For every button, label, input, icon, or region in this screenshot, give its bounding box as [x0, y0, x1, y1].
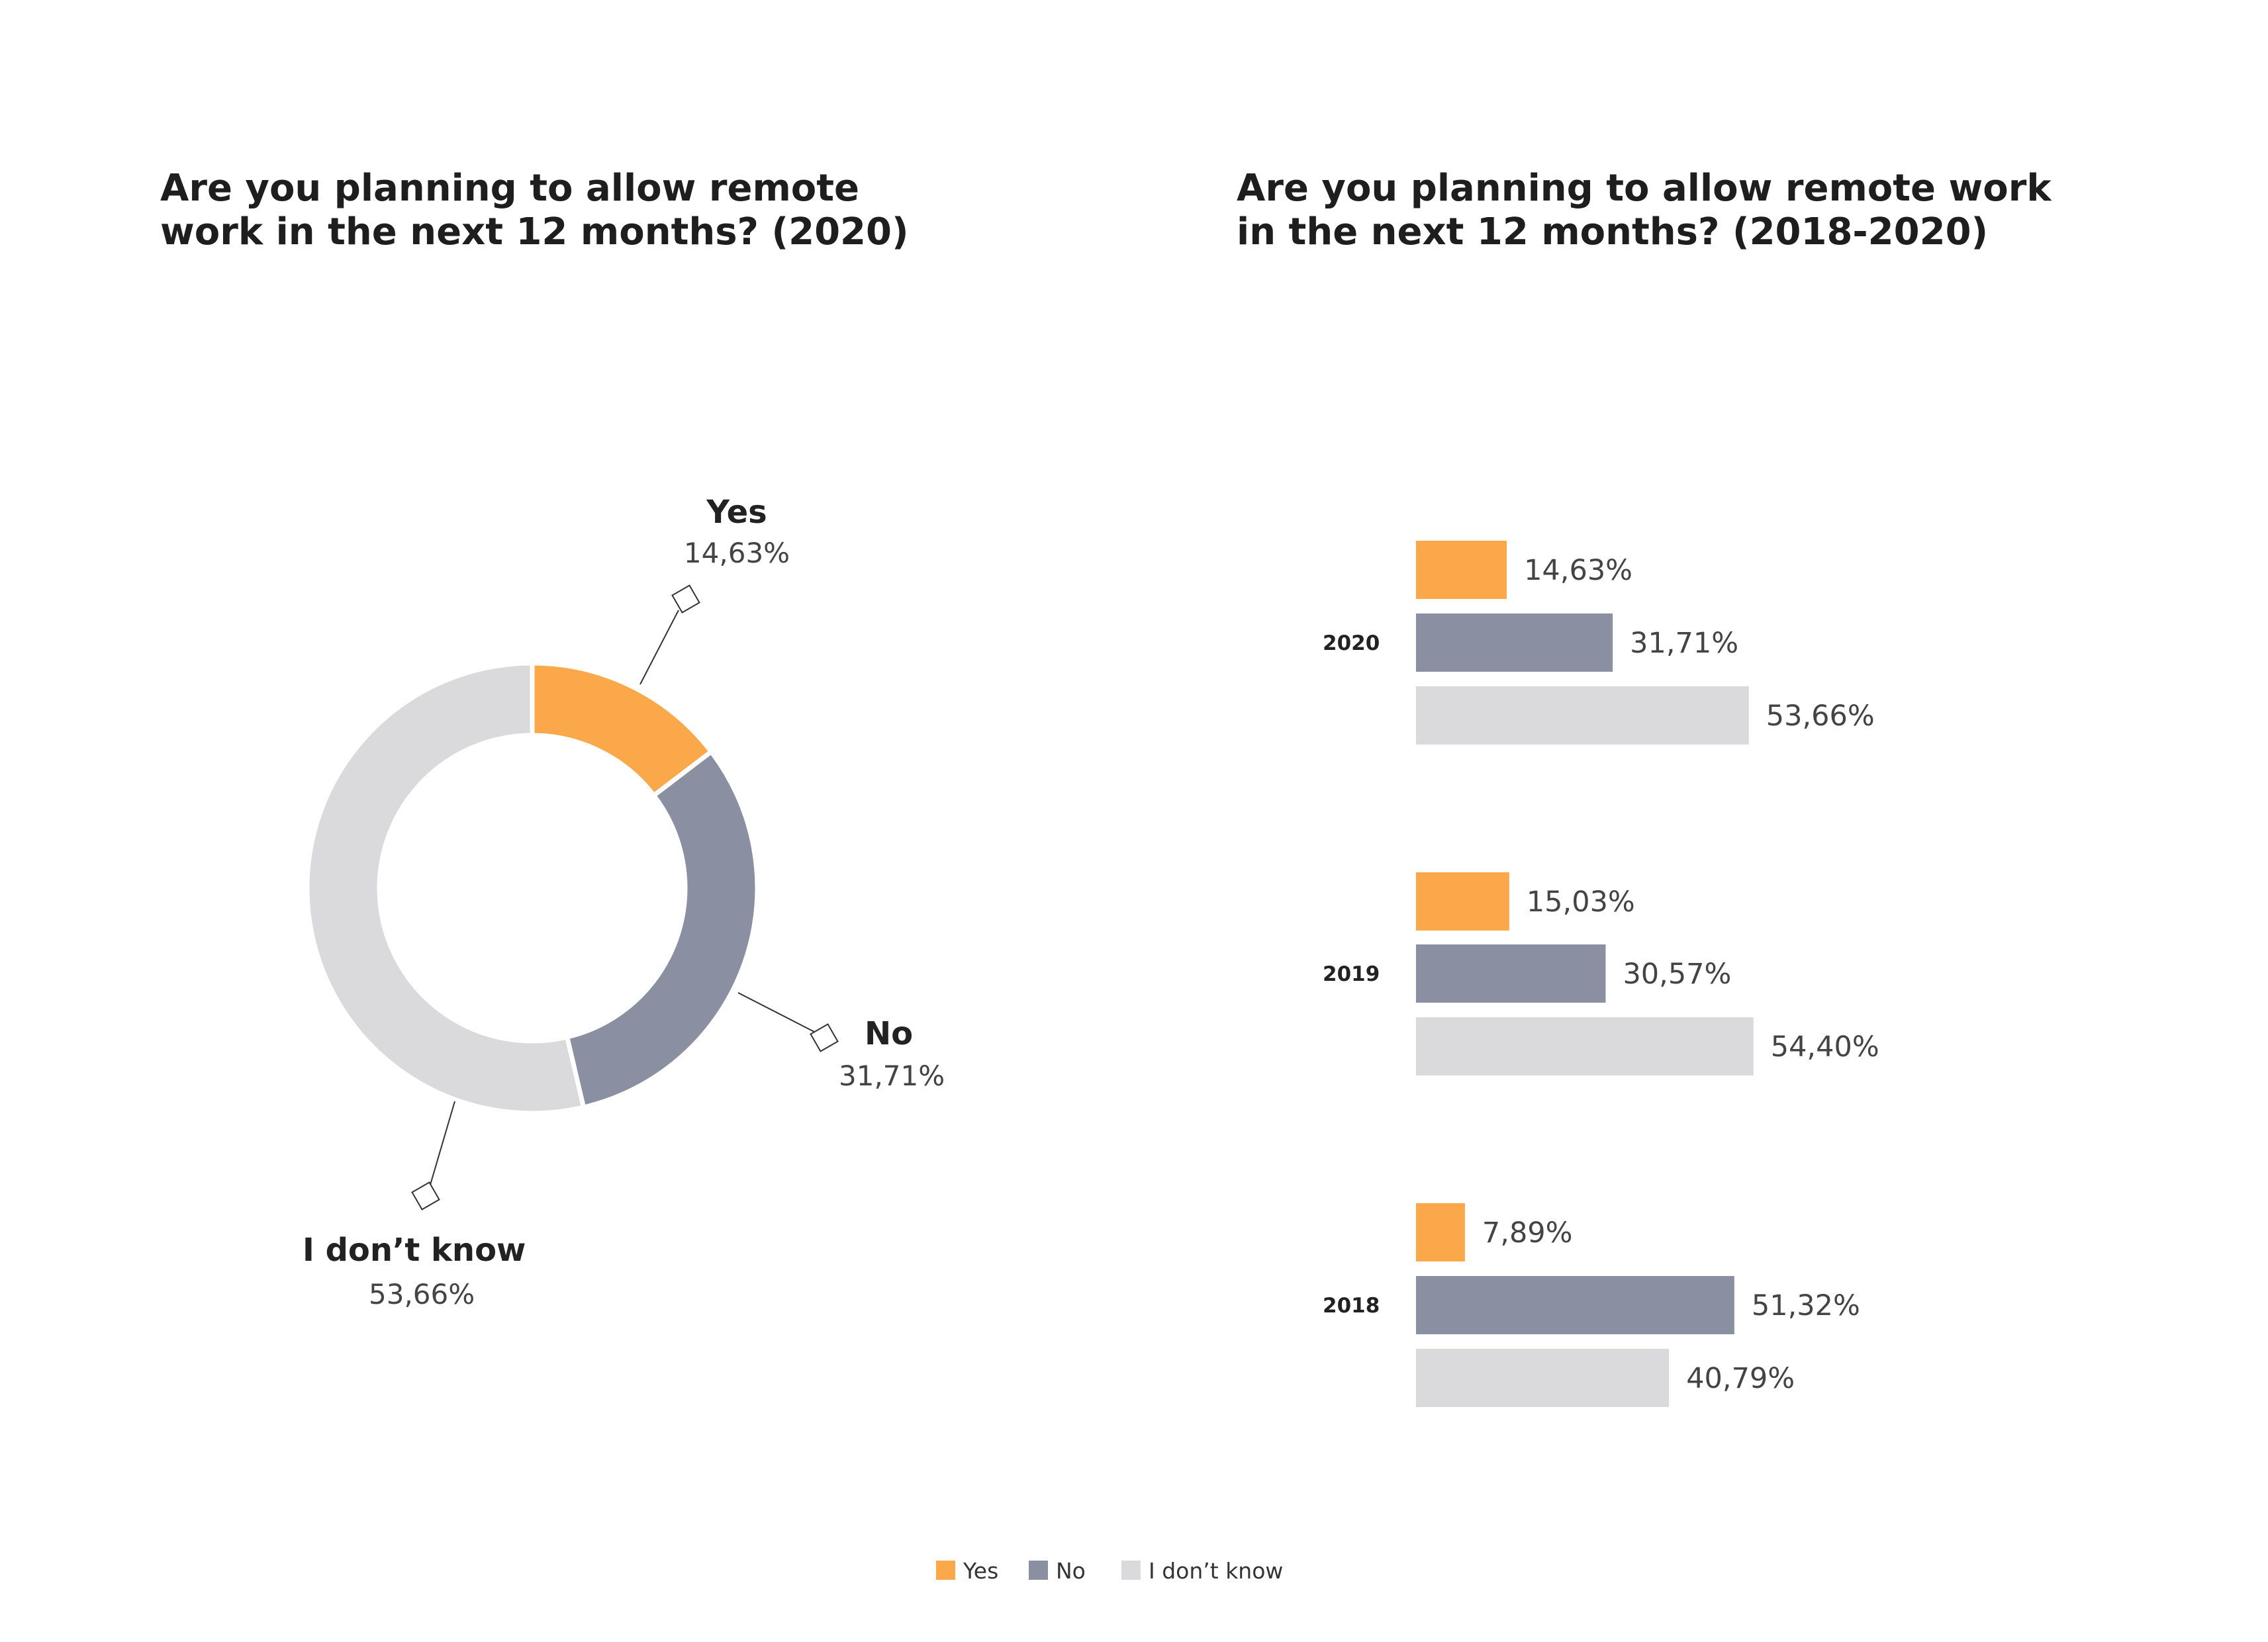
bar-2020-1: [1416, 614, 1613, 672]
bar-value-label: 53,66%: [1766, 700, 1875, 733]
donut-value-1: 31,71%: [839, 1060, 945, 1092]
bar-value-label: 14,63%: [1524, 554, 1632, 587]
bar-value-label: 30,57%: [1623, 958, 1731, 991]
bar-2019-2: [1416, 1017, 1754, 1075]
bar-2018-0: [1416, 1203, 1465, 1261]
bar-2020-2: [1416, 686, 1749, 745]
year-label-2019: 2019: [1323, 962, 1380, 986]
bar-chart-title: Are you planning to allow remote work in…: [1237, 167, 2052, 254]
callout-diamond-icon: [671, 584, 700, 614]
legend-label-2: I don’t know: [1149, 1558, 1283, 1584]
bar-value-label: 15,03%: [1527, 886, 1635, 919]
legend-swatch-2: [1121, 1561, 1141, 1580]
bar-title-line-1: Are you planning to allow remote work: [1237, 167, 2052, 210]
donut-title-line-2: work in the next 12 months? (2020): [160, 210, 909, 253]
legend-label-1: No: [1056, 1558, 1086, 1584]
callout-line-2: [430, 1101, 455, 1185]
donut-title-line-1: Are you planning to allow remote: [160, 167, 860, 210]
callout-diamond-icon: [810, 1023, 839, 1052]
donut-label-2: I don’t know: [303, 1232, 526, 1269]
year-label-2018: 2018: [1323, 1294, 1380, 1318]
donut-chart-title: Are you planning to allow remote work in…: [160, 167, 909, 254]
bar-2018-1: [1416, 1276, 1734, 1334]
donut-value-0: 14,63%: [684, 537, 790, 569]
donut-slice-2: [305, 661, 587, 1116]
bar-2018-2: [1416, 1349, 1670, 1407]
callout-line-0: [639, 610, 679, 685]
bar-2019-1: [1416, 944, 1606, 1003]
bar-value-label: 31,71%: [1630, 627, 1738, 660]
legend-swatch-1: [1029, 1561, 1048, 1580]
bar-value-label: 54,40%: [1771, 1030, 1879, 1064]
bar-title-line-2: in the next 12 months? (2018-2020): [1237, 210, 1989, 253]
year-label-2020: 2020: [1323, 631, 1380, 655]
legend-label-0: Yes: [963, 1558, 998, 1584]
legend-swatch-0: [936, 1561, 955, 1580]
bar-value-label: 51,32%: [1752, 1289, 1860, 1322]
bar-value-label: 40,79%: [1686, 1362, 1795, 1395]
donut-label-1: No: [865, 1015, 913, 1052]
callout-diamond-icon: [411, 1181, 440, 1210]
callout-line-1: [737, 992, 815, 1032]
donut-slice-1: [564, 748, 760, 1111]
donut-label-0: Yes: [706, 494, 767, 531]
bar-value-label: 7,89%: [1482, 1216, 1573, 1250]
bar-2019-0: [1416, 872, 1509, 931]
donut-value-2: 53,66%: [369, 1278, 475, 1310]
bar-2020-0: [1416, 541, 1507, 599]
